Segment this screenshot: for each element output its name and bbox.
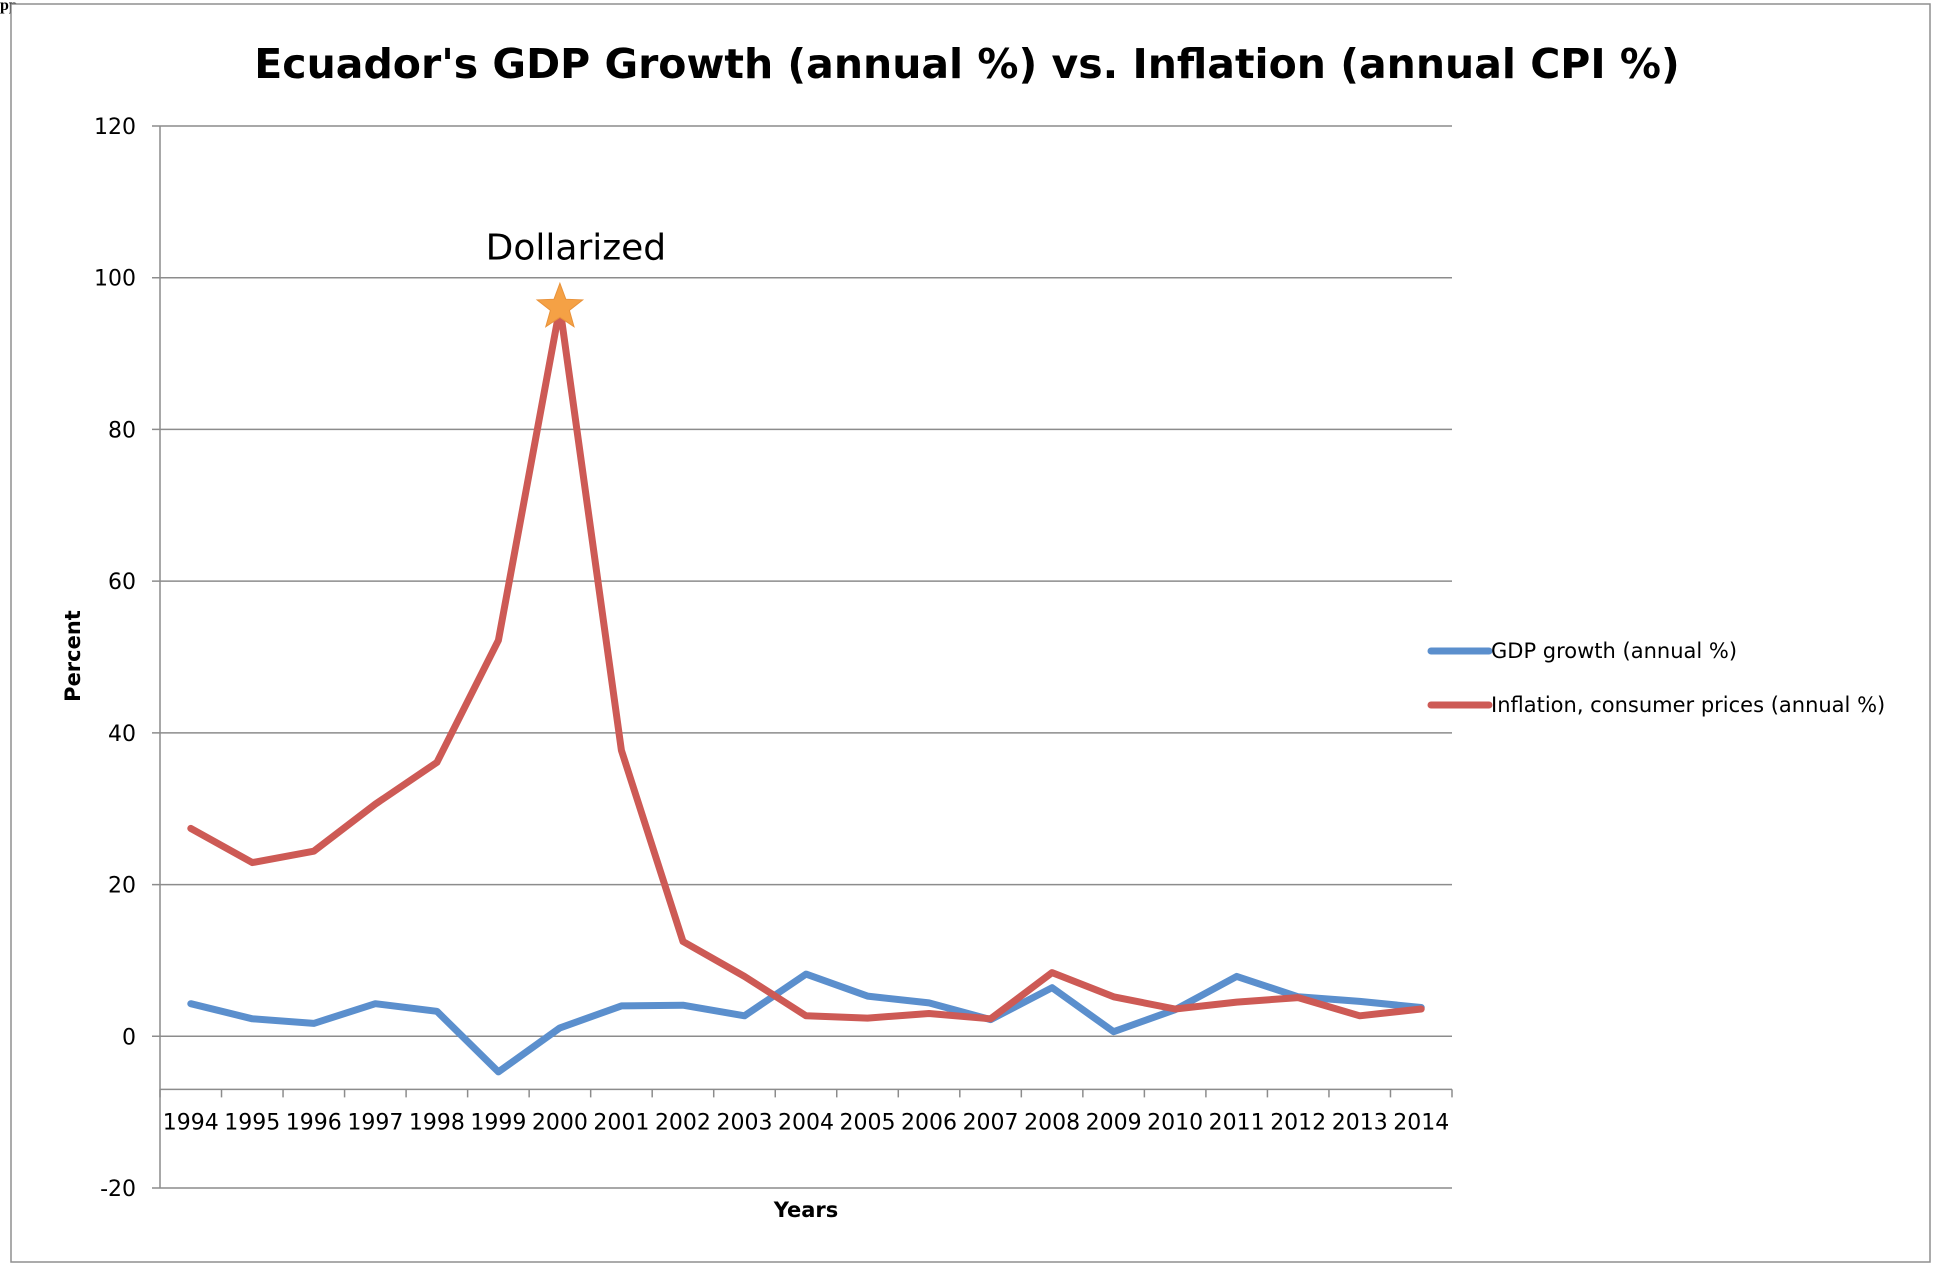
gridlines xyxy=(152,125,1452,1189)
y-tick-label: 120 xyxy=(94,115,136,140)
series-lines xyxy=(187,303,1425,1076)
y-tick-label: 80 xyxy=(108,418,136,443)
x-tick-label: 1998 xyxy=(409,1110,465,1135)
y-tick-label: 40 xyxy=(108,722,136,747)
x-tick-label: 1996 xyxy=(286,1110,342,1135)
x-tick-label: 2005 xyxy=(840,1110,896,1135)
y-tick-label: 100 xyxy=(94,267,136,292)
chart-border xyxy=(10,3,1931,1263)
legend-label-1: Inflation, consumer prices (annual %) xyxy=(1491,693,1885,717)
x-tick-label: 2010 xyxy=(1147,1110,1203,1135)
x-tick-label: 1999 xyxy=(470,1110,526,1135)
x-tick-label: 2000 xyxy=(532,1110,588,1135)
series-line-1 xyxy=(187,303,1425,1023)
legend-label-0: GDP growth (annual %) xyxy=(1491,639,1737,663)
annotation-label: Dollarized xyxy=(486,227,667,268)
x-axis-title: Years xyxy=(773,1198,839,1222)
x-tick-label: 2007 xyxy=(963,1110,1019,1135)
x-tick-label: 2006 xyxy=(901,1110,957,1135)
series-line-0 xyxy=(187,970,1425,1076)
y-tick-label: 0 xyxy=(122,1025,136,1050)
x-tick-label: 2013 xyxy=(1332,1110,1388,1135)
chart-title: Ecuador's GDP Growth (annual %) vs. Infl… xyxy=(254,40,1679,88)
y-axis-title: Percent xyxy=(61,610,85,702)
x-tick-label: 2014 xyxy=(1393,1110,1449,1135)
x-tick-label: 2002 xyxy=(655,1110,711,1135)
x-tick-label: 1995 xyxy=(224,1110,280,1135)
x-tick-label: 2011 xyxy=(1209,1110,1265,1135)
x-tick-label: 2001 xyxy=(593,1110,649,1135)
axes xyxy=(159,126,1453,1188)
annotations: Dollarized xyxy=(486,227,667,328)
x-tick-label: 2009 xyxy=(1086,1110,1142,1135)
x-axis-tick-labels: 1994 1995 1996 1997 1998 1999 2000 2001 2002 2003… xyxy=(163,1110,1449,1135)
x-tick-label: 1997 xyxy=(347,1110,403,1135)
star-marker xyxy=(535,281,585,328)
x-tick-label: 2004 xyxy=(778,1110,834,1135)
y-tick-label: 20 xyxy=(108,874,136,899)
y-tick-label: 60 xyxy=(108,570,136,595)
x-tick-label: 1994 xyxy=(163,1110,219,1135)
x-tick-label: 2012 xyxy=(1270,1110,1326,1135)
y-axis-tick-labels: -20 0 20 40 60 80 100 120 xyxy=(94,115,136,1202)
legend: GDP growth (annual %) Inflation, consumer… xyxy=(1427,639,1885,717)
x-tick-label: 2003 xyxy=(716,1110,772,1135)
y-tick-label: -20 xyxy=(100,1177,136,1202)
x-tick-label: 2008 xyxy=(1024,1110,1080,1135)
